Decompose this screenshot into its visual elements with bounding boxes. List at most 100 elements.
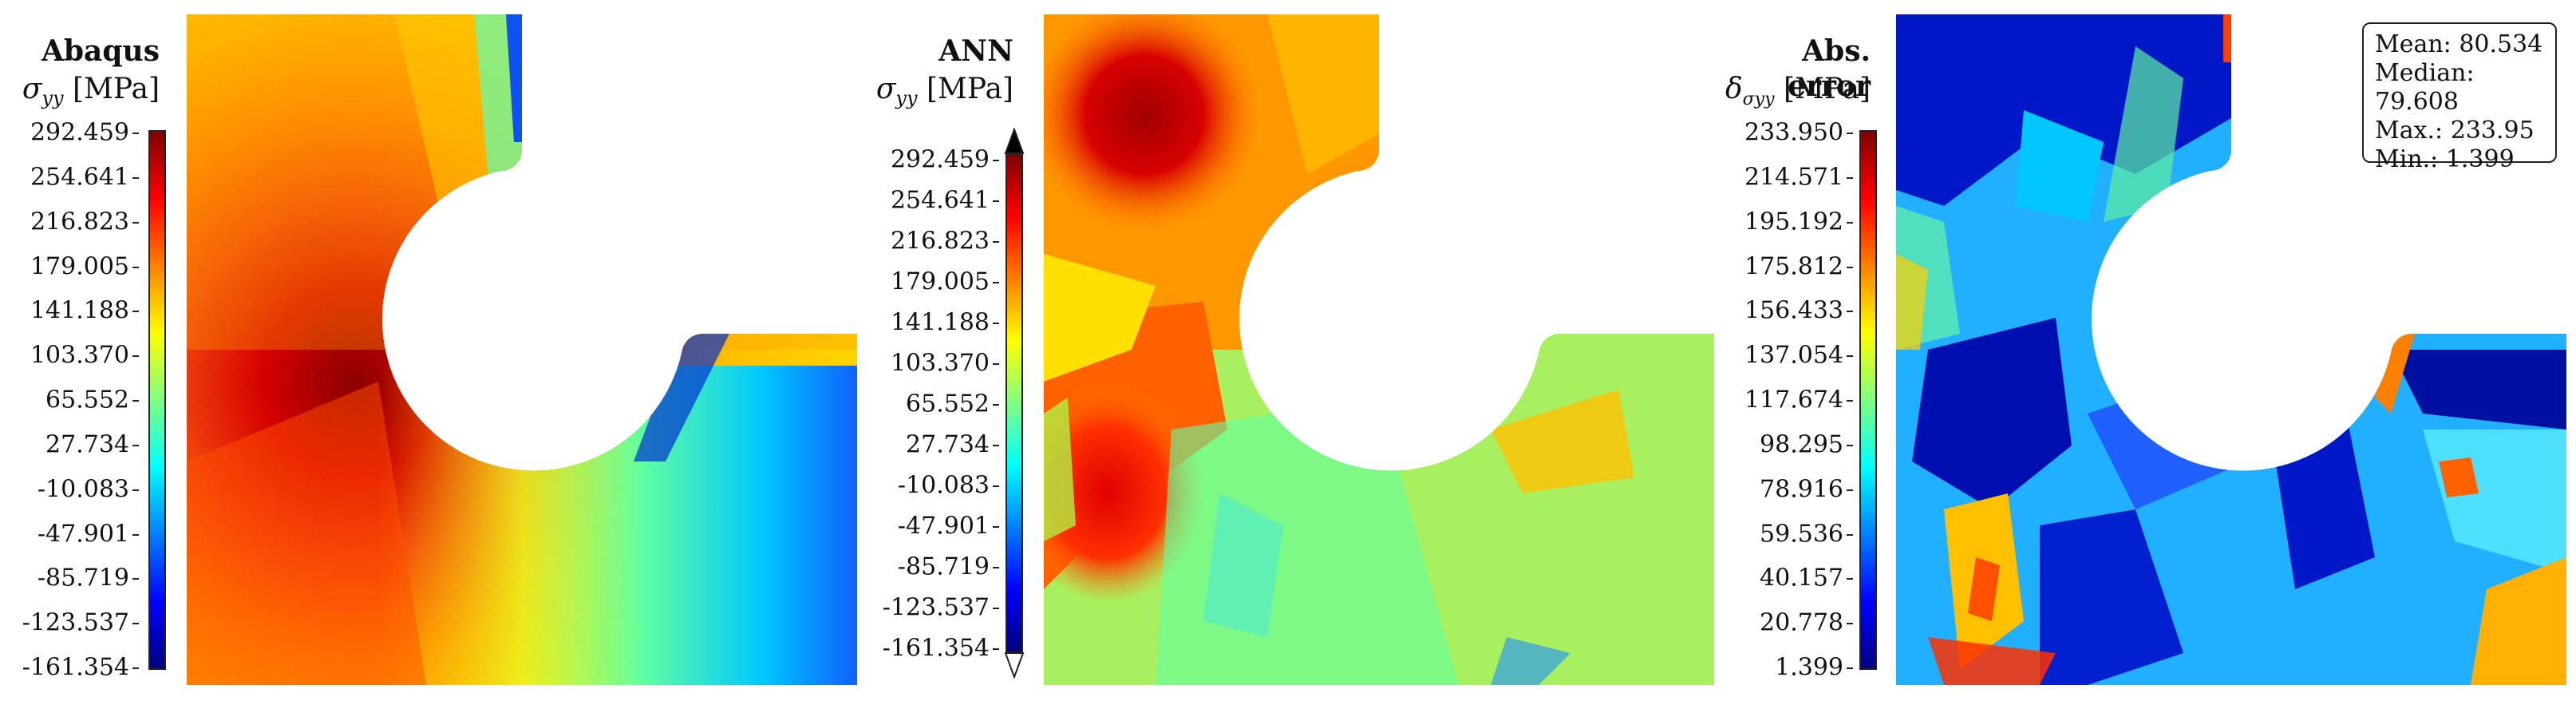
colorbar-tick-mark bbox=[1847, 578, 1853, 580]
colorbar-tick-label: -10.083 bbox=[897, 471, 990, 500]
colorbar-tick-mark bbox=[1847, 133, 1853, 134]
colorbar-tick-label: 103.370 bbox=[30, 341, 129, 370]
colorbar bbox=[1859, 130, 1877, 670]
colorbar-tick-mark bbox=[1847, 266, 1853, 268]
colorbar-tick-label: 65.552 bbox=[45, 386, 129, 414]
colorbar-tick-mark bbox=[132, 266, 139, 268]
colorbar-tick-label: 214.571 bbox=[1744, 163, 1843, 192]
colorbar-tick-label: -161.354 bbox=[22, 653, 129, 682]
panel-ann: ANN σyy [MPa] bbox=[862, 0, 1724, 701]
colorbar-label-subscript: yy bbox=[895, 87, 918, 110]
colorbar-tick-mark bbox=[993, 567, 999, 568]
colorbar-tick-mark bbox=[1847, 311, 1853, 313]
colorbar-tick-mark bbox=[132, 133, 139, 134]
colorbar-tick-label: 292.459 bbox=[30, 118, 129, 147]
colorbar-tick-label: 254.641 bbox=[890, 186, 990, 215]
colorbar-tick-label: 65.552 bbox=[906, 390, 990, 418]
panel-title: ANN bbox=[938, 34, 1013, 68]
colorbar-tick-mark bbox=[993, 363, 999, 365]
colorbar bbox=[148, 130, 166, 670]
stats-box: Mean: 80.534 Median: 79.608 Max.: 233.95… bbox=[2362, 22, 2557, 173]
colorbar-tick-mark bbox=[132, 489, 139, 491]
colorbar-label-symbol: σ bbox=[22, 73, 42, 105]
colorbar-tick-label: 179.005 bbox=[30, 252, 129, 280]
stat-mean: Mean: 80.534 bbox=[2375, 30, 2543, 58]
colorbar-tick-label: 20.778 bbox=[1760, 608, 1843, 637]
colorbar-tick-label: 117.674 bbox=[1744, 386, 1843, 414]
colorbar-tick-label: 216.823 bbox=[890, 227, 990, 255]
colorbar-tick-label: -161.354 bbox=[882, 634, 990, 663]
colorbar-tick-mark bbox=[1847, 623, 1853, 625]
colorbar-tick-mark bbox=[993, 200, 999, 202]
colorbar-tick-mark bbox=[132, 311, 139, 313]
colorbar-tick-label: 216.823 bbox=[30, 208, 129, 236]
colorbar-tick-label: 98.295 bbox=[1760, 430, 1843, 459]
stat-max: Max.: 233.95 bbox=[2375, 117, 2535, 145]
panel-title: Abaqus bbox=[41, 34, 160, 68]
panel-abaqus: Abaqus σyy [MPa] bbox=[0, 0, 862, 701]
colorbar-tick-label: -85.719 bbox=[897, 552, 990, 581]
colorbar-tick-mark bbox=[132, 221, 139, 224]
stress-field-ann bbox=[1044, 14, 1714, 685]
colorbar-tick-label: -123.537 bbox=[882, 593, 990, 622]
colorbar-tick-mark bbox=[993, 241, 999, 243]
colorbar-tick-label: 141.188 bbox=[890, 308, 990, 337]
colorbar-tick-label: 195.192 bbox=[1744, 208, 1843, 236]
colorbar-tick-label: 40.157 bbox=[1760, 564, 1843, 592]
colorbar-label: σyy [MPa] bbox=[0, 72, 160, 116]
colorbar-tick-mark bbox=[993, 648, 999, 650]
colorbar-tick-mark bbox=[132, 444, 139, 446]
stress-field-map bbox=[187, 14, 857, 685]
colorbar-tick-label: 254.641 bbox=[30, 163, 129, 192]
colorbar-tick-mark bbox=[132, 667, 139, 669]
colorbar-tick-mark bbox=[1847, 355, 1853, 358]
colorbar-tick-label: 1.399 bbox=[1775, 653, 1843, 682]
colorbar-tick-label: 141.188 bbox=[30, 296, 129, 325]
colorbar-tick-label: 156.433 bbox=[1744, 296, 1843, 325]
colorbar-tick-mark bbox=[132, 578, 139, 580]
colorbar-tick-mark bbox=[993, 608, 999, 609]
stress-field-abaqus bbox=[187, 14, 857, 685]
colorbar-tick-mark bbox=[132, 623, 139, 625]
colorbar-label-subscript: σyy bbox=[1742, 89, 1775, 110]
panel-abs-error: Abs. error δσyy [MPa] bbox=[1724, 0, 2576, 701]
colorbar-tick-mark bbox=[993, 160, 999, 161]
colorbar-tick-mark bbox=[993, 282, 999, 283]
colorbar-tick-label: -85.719 bbox=[37, 564, 129, 592]
colorbar-label: σyy [MPa] bbox=[862, 72, 1013, 116]
colorbar-tick-label: 27.734 bbox=[45, 430, 129, 459]
colorbar-label: δσyy [MPa] bbox=[1724, 72, 1871, 117]
colorbar-label-unit: [MPa] bbox=[1783, 73, 1871, 105]
colorbar-tick-mark bbox=[1847, 667, 1853, 669]
colorbar-tick-mark bbox=[132, 176, 139, 179]
stat-median: Median: 79.608 bbox=[2375, 59, 2475, 116]
colorbar-tick-mark bbox=[993, 485, 999, 487]
colorbar-tick-label: 292.459 bbox=[890, 145, 990, 174]
colorbar-tick-label: 137.054 bbox=[1744, 341, 1843, 370]
colorbar-label-subscript: yy bbox=[41, 87, 64, 110]
colorbar-tick-label: -123.537 bbox=[22, 608, 129, 637]
stat-min: Min.: 1.399 bbox=[2375, 145, 2515, 173]
colorbar-tick-label: 233.950 bbox=[1744, 118, 1843, 147]
colorbar-tick-mark bbox=[132, 355, 139, 358]
colorbar bbox=[1006, 153, 1023, 653]
colorbar-tick-mark bbox=[1847, 489, 1853, 491]
colorbar-tick-label: 59.536 bbox=[1760, 520, 1843, 548]
colorbar-tick-label: 175.812 bbox=[1744, 252, 1843, 280]
colorbar-tick-mark bbox=[132, 400, 139, 402]
colorbar-tick-mark bbox=[1847, 176, 1853, 179]
colorbar-label-unit: [MPa] bbox=[926, 73, 1013, 105]
colorbar-tick-label: 78.916 bbox=[1760, 475, 1843, 504]
colorbar-tick-label: -47.901 bbox=[897, 512, 990, 541]
stress-field-map bbox=[1044, 14, 1714, 685]
colorbar-label-symbol: δ bbox=[1725, 73, 1743, 105]
colorbar-tick-mark bbox=[1847, 400, 1853, 402]
colorbar-tick-mark bbox=[993, 404, 999, 406]
panel-title: Abs. error bbox=[1788, 34, 1871, 103]
colorbar-tick-label: 103.370 bbox=[890, 349, 990, 378]
colorbar-tick-mark bbox=[1847, 221, 1853, 224]
colorbar-tick-mark bbox=[1847, 533, 1853, 536]
colorbar-tick-mark bbox=[993, 445, 999, 446]
colorbar-label-symbol: σ bbox=[875, 73, 896, 105]
colorbar-tick-label: -47.901 bbox=[37, 520, 129, 548]
